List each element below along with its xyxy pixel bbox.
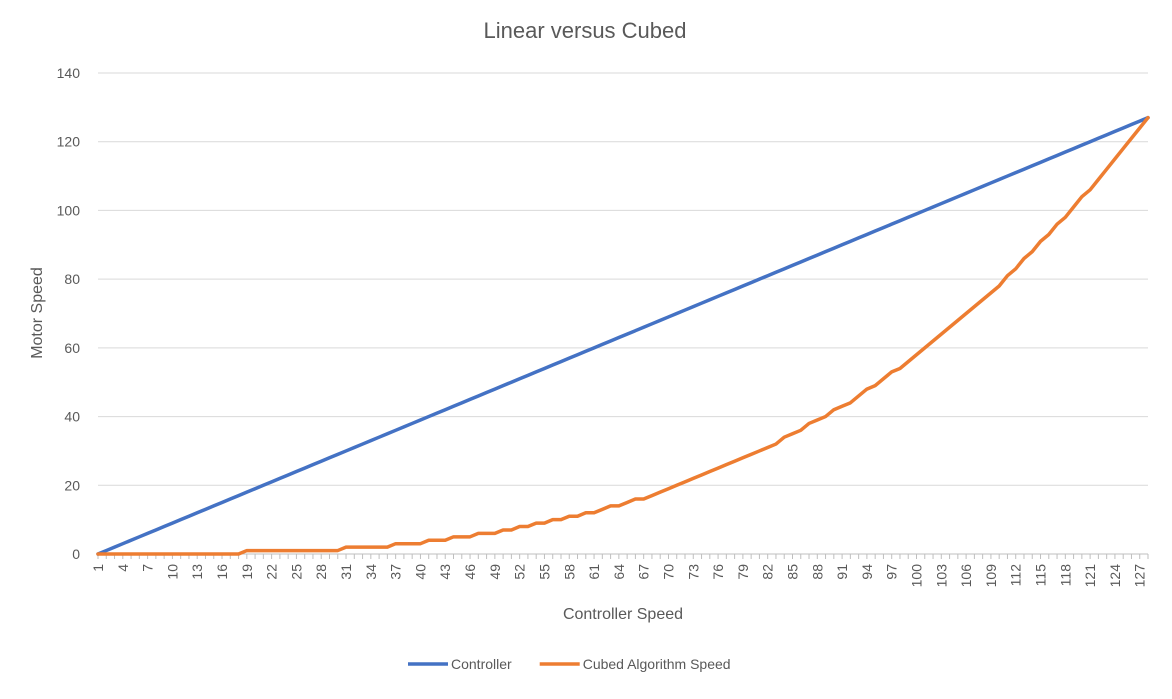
y-tick-label: 40 — [64, 409, 80, 425]
series-lines — [96, 115, 1150, 556]
y-axis-title: Motor Speed — [29, 267, 46, 359]
x-tick-label: 49 — [487, 564, 503, 580]
x-tick-label: 10 — [164, 564, 180, 580]
x-tick-label: 1 — [90, 564, 106, 572]
y-tick-label: 20 — [64, 477, 80, 493]
y-tick-label: 120 — [57, 134, 81, 150]
x-tick-label: 40 — [412, 564, 428, 580]
x-tick-label: 109 — [983, 564, 999, 588]
x-tick-label: 19 — [239, 564, 255, 580]
x-axis-ticks: 1 4 7 10 13 16 19 22 25 28 31 34 37 40 43 46 49 52 55 58 61 6… — [90, 554, 1149, 588]
x-tick-label: 16 — [214, 564, 230, 580]
x-tick-label: 64 — [611, 564, 627, 580]
x-tick-label: 70 — [660, 564, 676, 580]
x-tick-label: 127 — [1132, 564, 1148, 588]
x-tick-label: 112 — [1008, 564, 1024, 587]
y-tick-label: 140 — [57, 65, 81, 81]
x-tick-label: 13 — [189, 564, 205, 580]
x-tick-label: 67 — [636, 564, 652, 580]
x-tick-label: 28 — [313, 564, 329, 580]
x-tick-label: 82 — [760, 564, 776, 580]
x-tick-label: 124 — [1107, 564, 1123, 588]
series-line-controller — [96, 115, 1150, 556]
x-tick-label: 34 — [363, 564, 379, 580]
x-tick-label: 79 — [735, 564, 751, 580]
x-tick-label: 76 — [710, 564, 726, 580]
x-tick-label: 61 — [586, 564, 602, 580]
legend-label: Cubed Algorithm Speed — [583, 656, 731, 672]
x-tick-label: 94 — [859, 564, 875, 580]
x-tick-label: 97 — [884, 564, 900, 580]
x-tick-label: 91 — [834, 564, 850, 580]
x-tick-label: 25 — [288, 564, 304, 580]
x-tick-label: 58 — [561, 564, 577, 580]
x-tick-label: 46 — [462, 564, 478, 580]
x-tick-label: 85 — [784, 564, 800, 580]
x-tick-label: 55 — [536, 564, 552, 580]
y-tick-label: 0 — [72, 546, 80, 562]
x-tick-label: 88 — [809, 564, 825, 580]
x-tick-label: 115 — [1033, 564, 1049, 587]
y-axis-ticks: 0 20 40 60 80 100 120 140 — [57, 65, 81, 562]
x-tick-label: 73 — [685, 564, 701, 580]
x-tick-label: 7 — [140, 564, 156, 572]
x-tick-label: 4 — [115, 564, 131, 572]
y-tick-label: 80 — [64, 271, 80, 287]
x-axis-title: Controller Speed — [563, 606, 683, 623]
x-tick-label: 31 — [338, 564, 354, 580]
x-tick-label: 106 — [958, 564, 974, 588]
x-tick-label: 43 — [437, 564, 453, 580]
x-tick-label: 118 — [1057, 564, 1073, 587]
x-tick-label: 22 — [264, 564, 280, 580]
legend: Controller Cubed Algorithm Speed — [408, 656, 731, 672]
x-tick-label: 103 — [933, 564, 949, 588]
x-tick-label: 121 — [1082, 564, 1098, 588]
x-tick-label: 37 — [388, 564, 404, 580]
series-line-cubed-algorithm-speed — [96, 115, 1150, 556]
y-tick-label: 60 — [64, 340, 80, 356]
x-tick-label: 52 — [512, 564, 528, 580]
gridlines — [98, 72, 1148, 555]
y-tick-label: 100 — [57, 202, 81, 218]
legend-label: Controller — [451, 656, 512, 672]
chart-title: Linear versus Cubed — [483, 18, 686, 43]
x-tick-label: 100 — [909, 564, 925, 588]
